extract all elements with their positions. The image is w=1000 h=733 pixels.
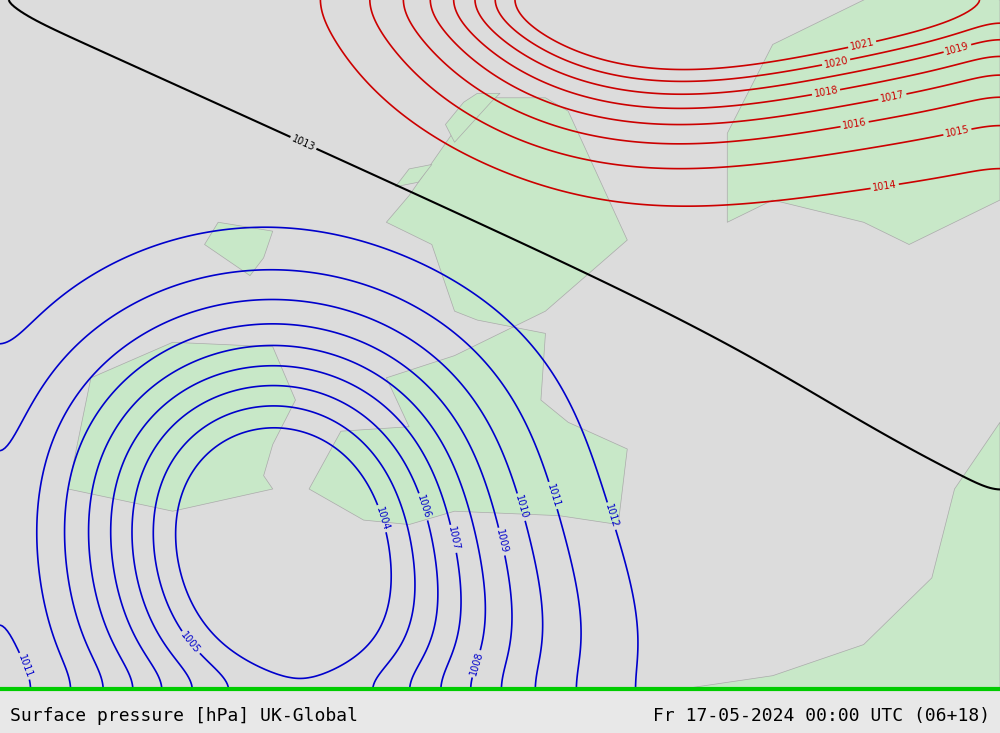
- Text: 1017: 1017: [879, 89, 905, 104]
- Text: 1013: 1013: [290, 133, 317, 152]
- Text: Fr 17-05-2024 00:00 UTC (06+18): Fr 17-05-2024 00:00 UTC (06+18): [653, 707, 990, 726]
- Text: Surface pressure [hPa] UK-Global: Surface pressure [hPa] UK-Global: [10, 707, 358, 726]
- Text: 1019: 1019: [944, 40, 971, 56]
- Text: 1015: 1015: [944, 125, 970, 139]
- Text: 1005: 1005: [179, 630, 202, 655]
- Text: 1012: 1012: [603, 503, 620, 529]
- Text: 1008: 1008: [468, 651, 484, 677]
- Text: 1018: 1018: [813, 85, 839, 99]
- Text: 1020: 1020: [823, 55, 849, 70]
- Text: 1011: 1011: [16, 653, 34, 679]
- Text: 1011: 1011: [545, 482, 561, 509]
- Text: 1009: 1009: [494, 528, 509, 555]
- Text: 1004: 1004: [374, 505, 391, 531]
- Text: 1021: 1021: [849, 37, 875, 52]
- Text: 1010: 1010: [513, 494, 530, 520]
- Text: 1007: 1007: [446, 526, 461, 552]
- Text: 1014: 1014: [872, 180, 898, 193]
- Text: 1016: 1016: [842, 117, 868, 131]
- Text: 1006: 1006: [415, 493, 432, 520]
